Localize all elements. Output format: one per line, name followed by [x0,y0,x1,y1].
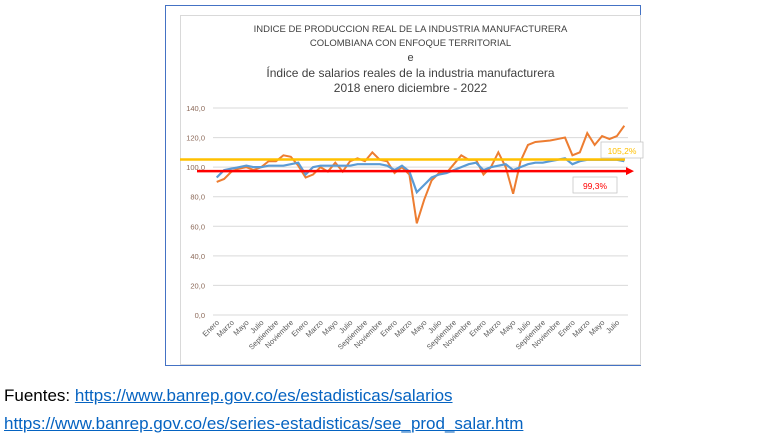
x-tick-label: Mayo [587,318,606,337]
x-tick-label: Julio [604,318,621,335]
y-tick-label: 120,0 [186,134,205,143]
series-line-salaries [215,157,625,195]
label-box [600,141,644,159]
chart-area [180,15,641,365]
y-tick-label: 40,0 [190,252,205,261]
reference-label-salaries: 99,3% [583,181,608,191]
sources-line-1: Fuentes: https://www.banrep.gov.co/es/es… [4,386,453,406]
series-line-production [216,125,626,224]
y-tick-label: 140,0 [186,104,205,113]
sources-label: Fuentes: [4,386,75,405]
y-tick-label: 80,0 [190,193,205,202]
chart-title-line-2: COLOMBIANA CON ENFOQUE TERRITORIAL [309,38,512,49]
y-tick-label: 20,0 [190,281,205,290]
x-tick-label: Mayo [409,318,428,337]
x-tick-label: Mayo [498,318,517,337]
x-tick-label: Mayo [320,318,339,337]
chart-title-line-4: Índice de salarios reales de la industri… [266,66,555,80]
sources-line-2: https://www.banrep.gov.co/es/series-esta… [4,414,523,434]
y-tick-label: 100,0 [186,163,205,172]
chart-title-line-5: 2018 enero diciembre - 2022 [333,81,488,95]
label-box [572,176,618,194]
y-tick-label: 60,0 [190,222,205,231]
arrowhead-icon [626,167,634,176]
y-tick-label: 0,0 [195,311,205,320]
x-tick-label: Mayo [231,318,250,337]
source-link-prod-salar[interactable]: https://www.banrep.gov.co/es/series-esta… [4,414,524,433]
source-link-salarios[interactable]: https://www.banrep.gov.co/es/estadistica… [74,386,453,405]
chart-title-line-3: e [407,52,414,64]
reference-label-production: 105,2% [608,146,637,156]
chart-title-line-1: INDICE DE PRODUCCION REAL DE LA INDUSTRI… [253,24,568,35]
